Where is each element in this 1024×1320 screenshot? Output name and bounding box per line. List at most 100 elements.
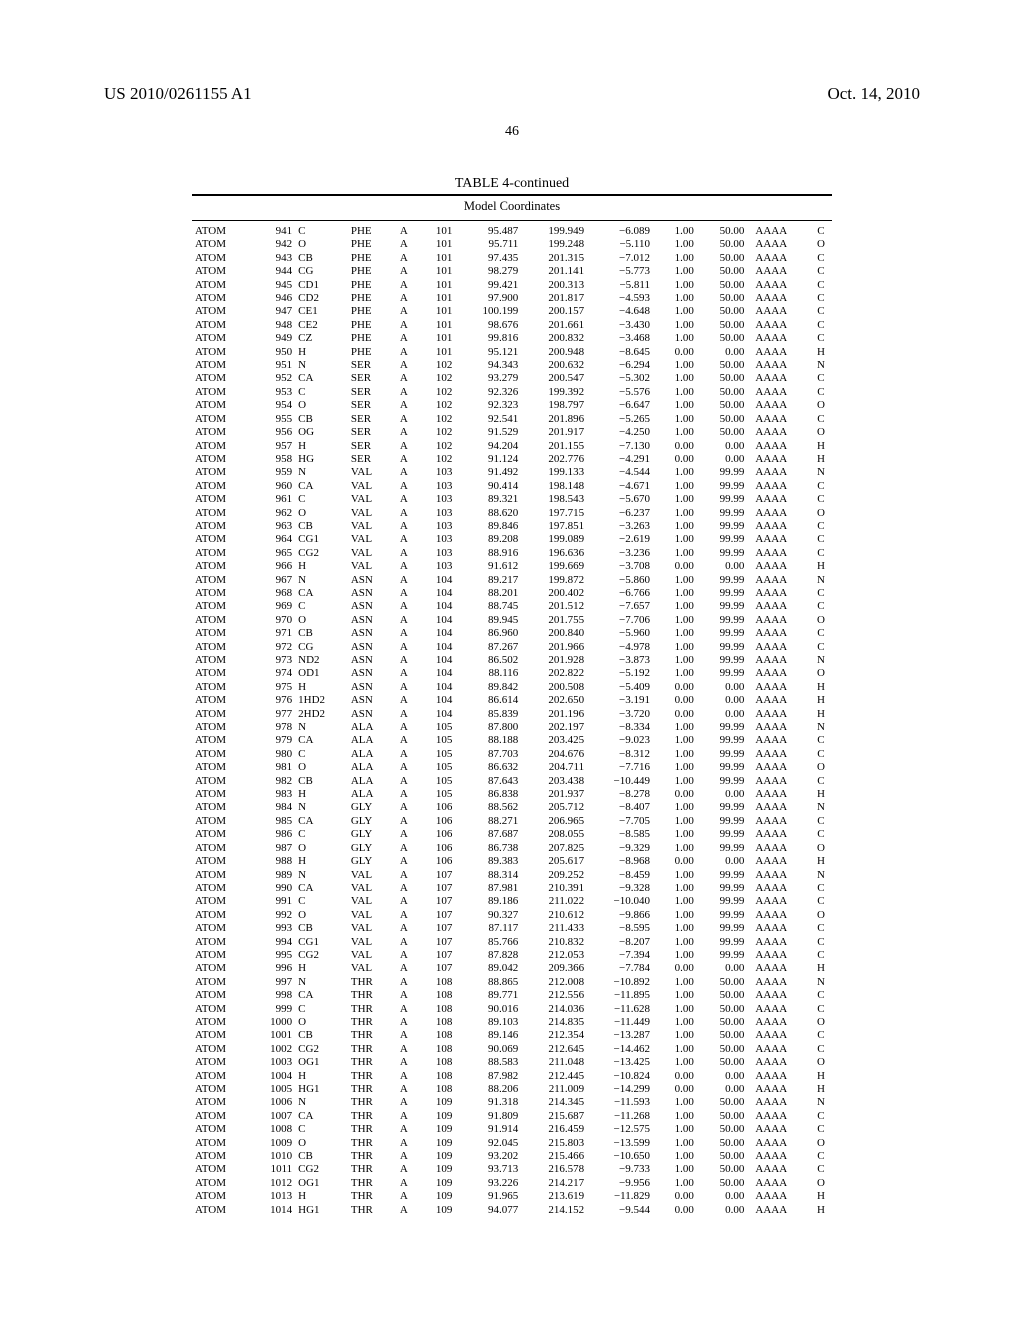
cell: −8.312 [587, 748, 653, 761]
cell: CA [295, 587, 348, 600]
cell: AAAA [747, 976, 810, 989]
cell: 108 [416, 976, 456, 989]
cell: A [392, 279, 416, 292]
cell: 101 [416, 319, 456, 332]
cell: 197.715 [521, 507, 587, 520]
cell: A [392, 1016, 416, 1029]
cell: A [392, 1204, 416, 1217]
cell: 50.00 [697, 1150, 747, 1163]
cell: C [810, 225, 832, 238]
cell: ATOM [192, 922, 251, 935]
cell: 87.800 [455, 721, 521, 734]
cell: 976 [251, 694, 295, 707]
cell: 201.141 [521, 265, 587, 278]
table-row: ATOM1003OG1THRA10888.583211.048−13.4251.… [192, 1056, 832, 1069]
cell: 95.487 [455, 225, 521, 238]
cell: THR [348, 976, 392, 989]
cell: 201.661 [521, 319, 587, 332]
cell: VAL [348, 949, 392, 962]
cell: 99.816 [455, 332, 521, 345]
cell: AAAA [747, 1150, 810, 1163]
cell: A [392, 1096, 416, 1109]
table-row: ATOM960CAVALA10390.414198.148−4.6711.009… [192, 480, 832, 493]
table-row: ATOM985CAGLYA10688.271206.965−7.7051.009… [192, 815, 832, 828]
table-row: ATOM1008CTHRA10991.914216.459−12.5751.00… [192, 1123, 832, 1136]
cell: ATOM [192, 1096, 251, 1109]
cell: C [810, 828, 832, 841]
cell: ALA [348, 788, 392, 801]
cell: 0.00 [653, 681, 697, 694]
cell: 91.124 [455, 453, 521, 466]
cell: 99.421 [455, 279, 521, 292]
cell: 103 [416, 493, 456, 506]
cell: 99.99 [697, 614, 747, 627]
cell: 211.022 [521, 895, 587, 908]
cell: 985 [251, 815, 295, 828]
cell: ATOM [192, 332, 251, 345]
cell: −5.110 [587, 238, 653, 251]
cell: 92.326 [455, 386, 521, 399]
cell: 200.632 [521, 359, 587, 372]
cell: 1014 [251, 1204, 295, 1217]
cell: 1.00 [653, 279, 697, 292]
cell: C [810, 1043, 832, 1056]
cell: AAAA [747, 1204, 810, 1217]
cell: ATOM [192, 721, 251, 734]
cell: VAL [348, 962, 392, 975]
cell: AAAA [747, 681, 810, 694]
cell: O [295, 842, 348, 855]
cell: 105 [416, 734, 456, 747]
cell: 93.202 [455, 1150, 521, 1163]
table-row: ATOM1009OTHRA10992.045215.803−13.5991.00… [192, 1137, 832, 1150]
cell: 1.00 [653, 413, 697, 426]
table-row: ATOM1005HG1THRA10888.206211.009−14.2990.… [192, 1083, 832, 1096]
page-number: 46 [104, 124, 920, 140]
cell: AAAA [747, 788, 810, 801]
cell: A [392, 252, 416, 265]
cell: 205.712 [521, 801, 587, 814]
cell: 200.832 [521, 332, 587, 345]
cell: THR [348, 1029, 392, 1042]
table-row: ATOM955CBSERA10292.541201.896−5.2651.005… [192, 413, 832, 426]
cell: A [392, 641, 416, 654]
cell: 208.055 [521, 828, 587, 841]
cell: −3.236 [587, 547, 653, 560]
cell: ATOM [192, 869, 251, 882]
cell: −5.265 [587, 413, 653, 426]
cell: 91.492 [455, 466, 521, 479]
cell: 50.00 [697, 1110, 747, 1123]
cell: C [295, 748, 348, 761]
cell: 1HD2 [295, 694, 348, 707]
table-row: ATOM945CD1PHEA10199.421200.313−5.8111.00… [192, 279, 832, 292]
cell: 966 [251, 560, 295, 573]
cell: N [295, 976, 348, 989]
cell: 206.965 [521, 815, 587, 828]
cell: ATOM [192, 882, 251, 895]
cell: 89.771 [455, 989, 521, 1002]
cell: N [810, 869, 832, 882]
cell: 964 [251, 533, 295, 546]
cell: A [392, 761, 416, 774]
cell: 1.00 [653, 1003, 697, 1016]
cell: 108 [416, 1083, 456, 1096]
cell: AAAA [747, 453, 810, 466]
cell: A [392, 600, 416, 613]
cell: 211.048 [521, 1056, 587, 1069]
cell: 88.188 [455, 734, 521, 747]
cell: AAAA [747, 641, 810, 654]
table-row: ATOM949CZPHEA10199.816200.832−3.4681.005… [192, 332, 832, 345]
cell: 0.00 [697, 453, 747, 466]
cell: AAAA [747, 1096, 810, 1109]
cell: THR [348, 1083, 392, 1096]
cell: ATOM [192, 936, 251, 949]
cell: 978 [251, 721, 295, 734]
cell: C [810, 748, 832, 761]
cell: AAAA [747, 1016, 810, 1029]
cell: 993 [251, 922, 295, 935]
cell: 199.949 [521, 225, 587, 238]
cell: −8.207 [587, 936, 653, 949]
cell: 0.00 [653, 962, 697, 975]
cell: 946 [251, 292, 295, 305]
cell: 0.00 [697, 681, 747, 694]
cell: 93.226 [455, 1177, 521, 1190]
